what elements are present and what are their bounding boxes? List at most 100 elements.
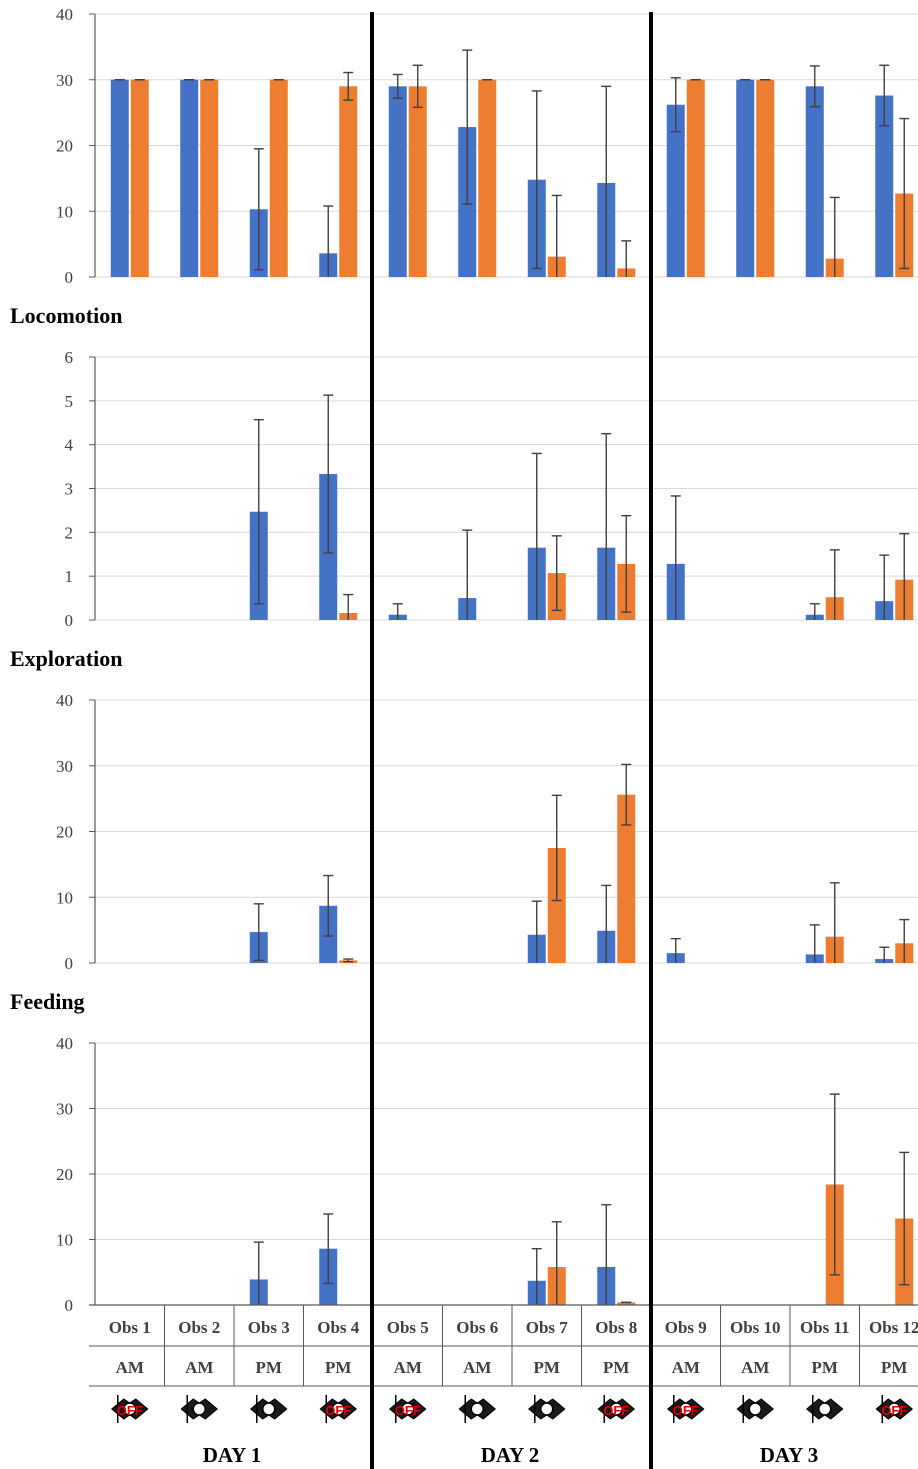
x-tick-label: Obs 6: [456, 1318, 498, 1337]
light-off-label: OFF: [395, 1403, 421, 1418]
light-condition-icon: [249, 1395, 288, 1423]
series-1: [110, 49, 894, 277]
x-tick-label: Obs 9: [665, 1318, 707, 1337]
y-tick-label: 30: [56, 71, 73, 90]
bar: [269, 79, 288, 277]
y-tick-label: 5: [65, 392, 74, 411]
bar: [200, 79, 219, 277]
y-tick-label: 4: [65, 436, 74, 455]
bar: [547, 847, 566, 963]
y-tick-label: 0: [65, 954, 74, 973]
period-label: AM: [741, 1358, 769, 1377]
bar: [875, 95, 894, 277]
lamp-bulb-icon: [540, 1402, 554, 1416]
x-tick-label: Obs 5: [387, 1318, 429, 1337]
chart-panel-2: Locomotion 0 1 2 3 4 5 6: [10, 303, 918, 630]
series-2: [339, 514, 914, 620]
light-condition-icon: OFF: [110, 1395, 149, 1423]
period-label: AM: [672, 1358, 700, 1377]
light-condition-icon: [805, 1395, 844, 1423]
period-label: AM: [185, 1358, 213, 1377]
light-condition-icon: OFF: [319, 1395, 358, 1423]
chart-panel-4: Feeding 0 10 20 30 40: [10, 989, 918, 1315]
panel-title: Feeding: [10, 989, 85, 1014]
y-tick-label: 1: [65, 567, 74, 586]
bar: [110, 79, 129, 277]
period-label: PM: [256, 1358, 282, 1377]
bar: [180, 79, 199, 277]
day-label: DAY 3: [760, 1443, 819, 1467]
category-axis-table: Obs 1 AM OFF Obs 2 AM Obs 3 PM Obs 4 PM OFF Obs 5 A…: [89, 1304, 918, 1467]
light-off-label: OFF: [117, 1403, 143, 1418]
bar: [756, 79, 775, 277]
lamp-bulb-icon: [262, 1402, 276, 1416]
series-1: [249, 1204, 616, 1305]
lamp-bulb-icon: [123, 1402, 137, 1416]
y-tick-label: 40: [56, 5, 73, 24]
period-label: PM: [603, 1358, 629, 1377]
lamp-bulb-icon: [887, 1402, 901, 1416]
x-tick-label: Obs 4: [317, 1318, 360, 1337]
panel-title: Exploration: [10, 646, 122, 671]
period-label: AM: [463, 1358, 491, 1377]
day-label: DAY 1: [203, 1443, 262, 1467]
light-off-label: OFF: [673, 1403, 699, 1418]
lamp-bulb-icon: [401, 1402, 415, 1416]
y-tick-label: 40: [56, 691, 73, 710]
light-condition-icon: [736, 1395, 775, 1423]
lamp-bulb-icon: [679, 1402, 693, 1416]
y-tick-label: 2: [65, 523, 74, 542]
x-tick-label: Obs 8: [595, 1318, 637, 1337]
y-tick-label: 20: [56, 823, 73, 842]
day-dividers: [370, 12, 653, 1469]
y-tick-label: 0: [65, 1296, 74, 1315]
bar: [339, 86, 358, 277]
lamp-bulb-icon: [331, 1402, 345, 1416]
light-condition-icon: OFF: [597, 1395, 636, 1423]
series-1: [249, 394, 894, 620]
y-tick-label: 6: [65, 348, 74, 367]
period-label: AM: [116, 1358, 144, 1377]
y-tick-label: 30: [56, 757, 73, 776]
lamp-bulb-icon: [192, 1402, 206, 1416]
y-tick-label: 10: [56, 202, 73, 221]
period-label: PM: [325, 1358, 351, 1377]
period-label: PM: [812, 1358, 838, 1377]
y-tick-label: 3: [65, 480, 74, 499]
series-2: [339, 763, 914, 963]
y-tick-label: 30: [56, 1100, 73, 1119]
bar: [478, 79, 497, 277]
x-tick-label: Obs 1: [109, 1318, 151, 1337]
series-1: [249, 874, 894, 963]
x-tick-label: Obs 11: [800, 1318, 850, 1337]
y-tick-label: 0: [65, 611, 74, 630]
chart-panel-3: Exploration 0 10 20 30 40: [10, 646, 918, 973]
chart-panel-1: 0 10 20 30 40: [56, 5, 918, 287]
y-tick-label: 10: [56, 888, 73, 907]
x-tick-label: Obs 3: [248, 1318, 290, 1337]
series-2: [130, 64, 914, 277]
light-condition-icon: OFF: [388, 1395, 427, 1423]
bar: [686, 79, 705, 277]
period-label: AM: [394, 1358, 422, 1377]
light-off-label: OFF: [325, 1403, 351, 1418]
y-tick-label: 20: [56, 137, 73, 156]
light-condition-icon: [527, 1395, 566, 1423]
chart-panels: 0 10 20 30 40 Locomotion 0 1 2 3 4 5 6 Exploration 0 10…: [10, 5, 918, 1315]
light-condition-icon: [458, 1395, 497, 1423]
period-label: PM: [881, 1358, 907, 1377]
bar: [388, 86, 407, 277]
bar: [736, 79, 755, 277]
x-tick-label: Obs 12: [869, 1318, 918, 1337]
light-condition-icon: OFF: [666, 1395, 705, 1423]
x-tick-label: Obs 10: [730, 1318, 781, 1337]
bar: [617, 1302, 636, 1305]
light-condition-icon: OFF: [875, 1395, 914, 1423]
x-tick-label: Obs 7: [526, 1318, 569, 1337]
bar: [805, 86, 824, 277]
lamp-bulb-icon: [470, 1402, 484, 1416]
x-tick-label: Obs 2: [178, 1318, 220, 1337]
lamp-bulb-icon: [609, 1402, 623, 1416]
day-label: DAY 2: [481, 1443, 540, 1467]
